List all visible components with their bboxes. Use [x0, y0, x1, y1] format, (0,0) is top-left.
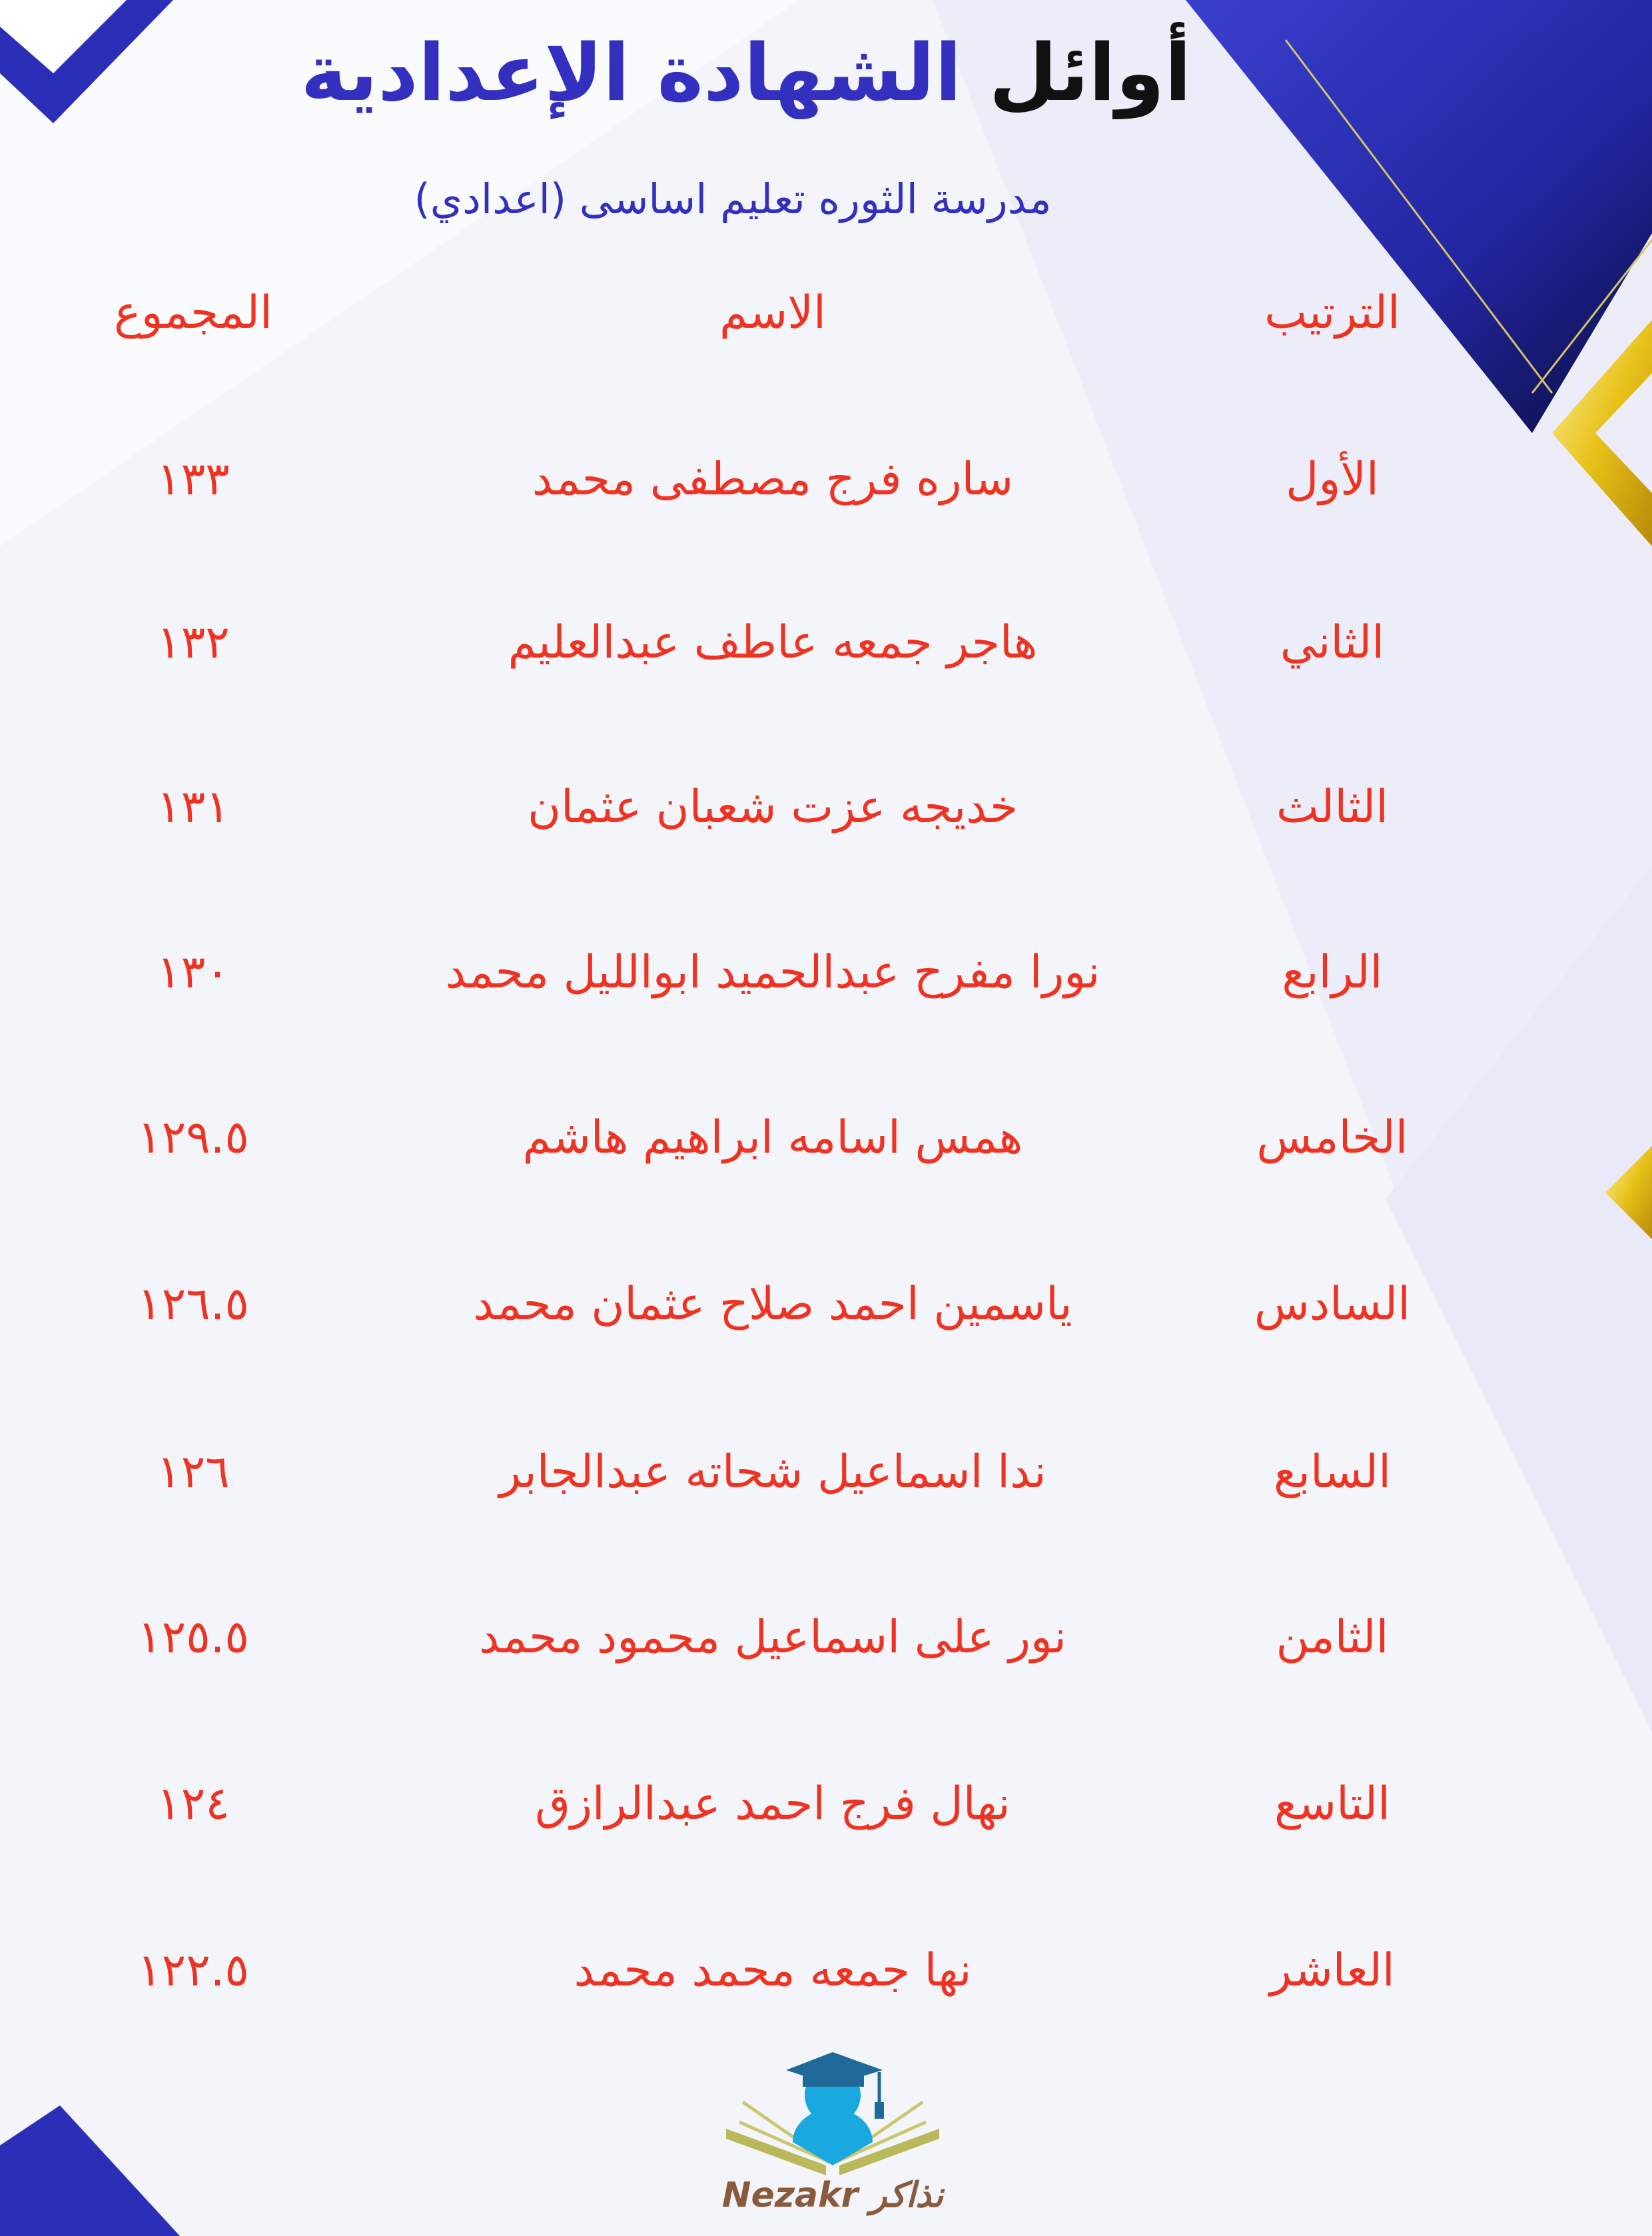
rank-cell: الأول: [1286, 453, 1379, 506]
total-score-cell: ١٣١: [157, 781, 230, 834]
total-score-cell: ١٣٣: [157, 453, 230, 506]
rank-cell: الخامس: [1256, 1111, 1408, 1164]
rank-cell: التاسع: [1274, 1778, 1391, 1830]
student-name-cell: نهال فرج احمد عبدالرازق: [535, 1778, 1011, 1830]
total-score-cell: ١٣٠: [157, 946, 230, 999]
student-name-cell: ياسمين احمد صلاح عثمان محمد: [473, 1278, 1072, 1331]
title-part1: أوائل: [989, 27, 1192, 119]
total-score-cell: ١٢٦: [157, 1446, 230, 1498]
total-score-cell: ١٣٢: [157, 616, 230, 669]
logo-text: Nezakr نذاكر: [721, 2175, 944, 2215]
student-name-cell: نورا مفرح عبدالحميد ابوالليل محمد: [445, 946, 1100, 999]
graduate-book-icon: [726, 2052, 939, 2175]
total-score-cell: ١٢٦.٥: [137, 1278, 249, 1331]
rank-cell: السادس: [1254, 1278, 1411, 1331]
title-part2: الشهادة الإعدادية: [300, 27, 962, 119]
rank-cell: الثالث: [1276, 781, 1389, 834]
column-header-rank: الترتيب: [1264, 286, 1400, 339]
student-name-cell: خديجه عزت شعبان عثمان: [528, 781, 1018, 834]
student-name-cell: نور على اسماعيل محمود محمد: [479, 1611, 1066, 1664]
total-score-cell: ١٢٩.٥: [137, 1111, 249, 1164]
student-name-cell: همس اسامه ابراهيم هاشم: [522, 1111, 1023, 1164]
student-name-cell: ندا اسماعيل شحاته عبدالجابر: [499, 1446, 1046, 1498]
school-name: مدرسة الثوره تعليم اساسى (اعدادي): [414, 175, 1052, 223]
nezakr-logo: Nezakr نذاكر: [719, 2049, 946, 2222]
total-score-cell: ١٢٥.٥: [137, 1611, 249, 1664]
column-header-total: المجموع: [114, 286, 272, 339]
rank-cell: الثامن: [1276, 1611, 1389, 1664]
rank-cell: السابع: [1273, 1446, 1392, 1498]
rank-cell: الثاني: [1280, 616, 1385, 669]
rank-cell: العاشر: [1270, 1944, 1395, 1997]
column-header-name: الاسم: [719, 286, 826, 339]
page-title: أوائل الشهادة الإعدادية: [0, 27, 1492, 119]
student-name-cell: هاجر جمعه عاطف عبدالعليم: [508, 616, 1038, 669]
student-name-cell: نها جمعه محمد محمد: [574, 1944, 972, 1997]
rank-cell: الرابع: [1282, 946, 1383, 999]
student-name-cell: ساره فرج مصطفى محمد: [532, 453, 1014, 506]
total-score-cell: ١٢٤: [157, 1778, 230, 1830]
total-score-cell: ١٢٢.٥: [137, 1944, 249, 1997]
